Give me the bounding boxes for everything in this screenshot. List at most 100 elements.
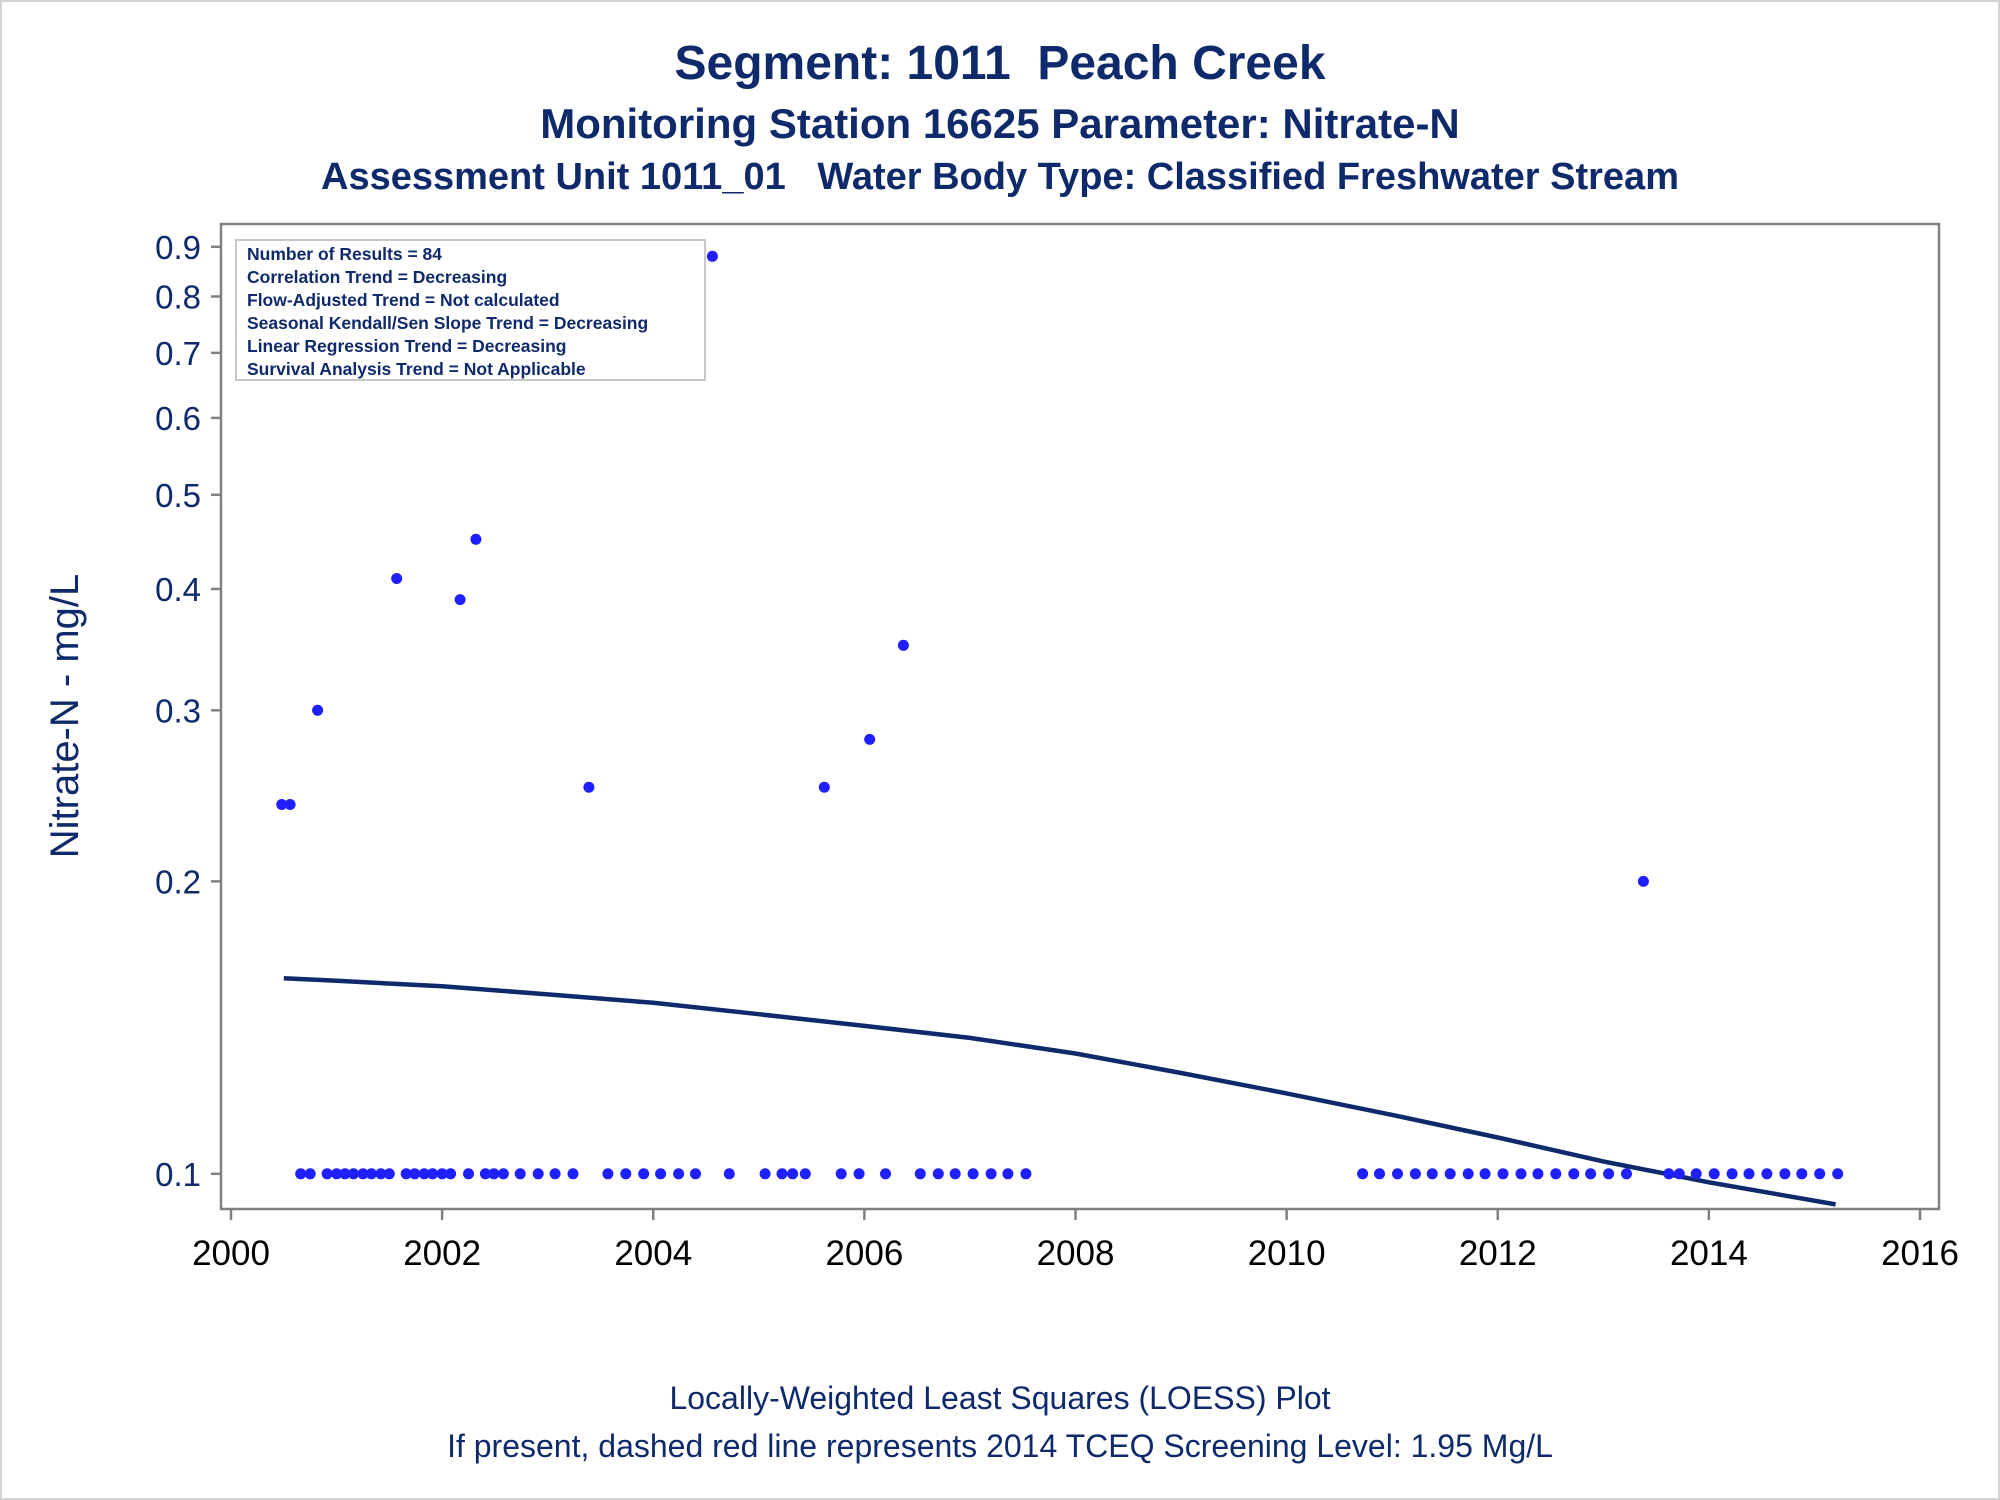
- data-point: [1690, 1168, 1702, 1180]
- data-point: [1409, 1168, 1421, 1180]
- data-point: [776, 1168, 788, 1180]
- data-point: [391, 573, 403, 584]
- data-point: [418, 1168, 430, 1180]
- data-point: [897, 639, 909, 651]
- chart-title: Segment: 1011 Peach Creek: [674, 37, 1326, 90]
- chart-subtitle-assessment: Assessment Unit 1011_01 Water Body Type:…: [321, 156, 1679, 198]
- data-point: [321, 1168, 333, 1180]
- data-point: [357, 1168, 369, 1180]
- y-tick-label: 0.1: [155, 1156, 201, 1193]
- data-point: [1726, 1168, 1738, 1180]
- data-point: [1550, 1168, 1562, 1180]
- data-point: [1743, 1168, 1755, 1180]
- x-tick-label: 2000: [192, 1234, 270, 1273]
- data-point: [1761, 1168, 1773, 1180]
- data-point: [620, 1168, 632, 1180]
- data-point: [488, 1168, 500, 1180]
- data-point: [583, 781, 595, 793]
- data-point: [497, 1168, 509, 1180]
- data-point: [1585, 1168, 1597, 1180]
- data-point: [787, 1168, 799, 1180]
- data-point: [673, 1168, 685, 1180]
- x-tick-label: 2014: [1670, 1234, 1748, 1273]
- x-axis: 2000 2002 2004 2006 2008 2010 2012 2014 2016: [192, 1209, 1959, 1273]
- data-point: [1796, 1168, 1808, 1180]
- data-point: [655, 1168, 667, 1180]
- chart-subtitle-station: Monitoring Station 16625 Parameter: Nitr…: [540, 100, 1460, 147]
- footnote-loess: Locally-Weighted Least Squares (LOESS) P…: [669, 1380, 1331, 1416]
- data-point: [799, 1168, 811, 1180]
- data-point: [1357, 1168, 1369, 1180]
- data-point: [1603, 1168, 1615, 1180]
- data-point: [339, 1168, 351, 1180]
- y-tick-label: 0.9: [155, 229, 201, 266]
- y-tick-label: 0.7: [155, 335, 201, 372]
- x-tick-label: 2010: [1248, 1234, 1326, 1273]
- data-point: [1426, 1168, 1438, 1180]
- plot-area: [219, 222, 1941, 1211]
- data-point: [304, 1168, 316, 1180]
- data-point: [1621, 1168, 1632, 1180]
- x-tick-label: 2002: [403, 1234, 481, 1273]
- data-point: [549, 1168, 561, 1180]
- data-point: [400, 1168, 412, 1180]
- data-point: [949, 1168, 961, 1180]
- y-tick-label: 0.6: [155, 400, 201, 437]
- x-tick-label: 2008: [1037, 1234, 1115, 1273]
- data-point: [284, 799, 296, 810]
- y-tick-label: 0.8: [155, 279, 201, 316]
- data-point: [759, 1168, 771, 1180]
- data-point: [1832, 1168, 1844, 1180]
- data-point: [463, 1168, 474, 1180]
- data-point: [723, 1168, 735, 1180]
- y-tick-label: 0.4: [155, 571, 201, 608]
- data-point: [864, 733, 876, 745]
- data-point: [1462, 1168, 1474, 1180]
- data-point: [1673, 1168, 1685, 1180]
- data-point: [932, 1168, 944, 1180]
- data-point: [436, 1168, 448, 1180]
- x-tick-label: 2016: [1881, 1234, 1959, 1273]
- y-tick-label: 0.3: [155, 692, 201, 729]
- data-point: [967, 1168, 979, 1180]
- data-point: [1532, 1168, 1544, 1180]
- data-point: [1568, 1168, 1580, 1180]
- footnote-screening-level: If present, dashed red line represents 2…: [447, 1428, 1553, 1464]
- data-point: [853, 1168, 865, 1180]
- y-axis-label: Nitrate-N - mg/L: [43, 574, 87, 859]
- data-point: [454, 594, 466, 606]
- stats-box: Number of Results = 84 Correlation Trend …: [235, 239, 706, 381]
- data-point: [1479, 1168, 1491, 1180]
- data-point: [602, 1168, 614, 1180]
- data-point: [383, 1168, 395, 1180]
- stats-line: Survival Analysis Trend = Not Applicable: [247, 359, 586, 379]
- y-axis: 0.1 0.2 0.3 0.4 0.5 0.6 0.7 0.8 0.9: [155, 229, 221, 1193]
- data-point: [835, 1168, 847, 1180]
- data-point: [1515, 1168, 1527, 1180]
- data-point: [1002, 1168, 1014, 1180]
- data-point: [1020, 1168, 1032, 1180]
- data-point: [638, 1168, 650, 1180]
- data-points: [276, 250, 1844, 1180]
- data-point: [365, 1168, 377, 1180]
- loess-curve: [283, 975, 1836, 1207]
- data-point: [1637, 875, 1649, 887]
- data-point: [690, 1168, 701, 1180]
- data-point: [880, 1168, 891, 1180]
- stats-line: Correlation Trend = Decreasing: [247, 267, 507, 287]
- data-point: [1814, 1168, 1826, 1180]
- data-point: [445, 1168, 457, 1180]
- data-point: [479, 1168, 491, 1180]
- data-point: [1374, 1168, 1385, 1180]
- data-point: [312, 704, 324, 716]
- data-point: [409, 1168, 421, 1180]
- data-point: [818, 781, 830, 793]
- x-tick-label: 2004: [614, 1234, 692, 1273]
- stats-line: Number of Results = 84: [247, 244, 442, 264]
- data-point: [276, 799, 288, 810]
- y-tick-label: 0.5: [155, 477, 201, 514]
- data-point: [295, 1168, 307, 1180]
- data-point: [706, 250, 718, 262]
- stats-box-border: [235, 239, 706, 381]
